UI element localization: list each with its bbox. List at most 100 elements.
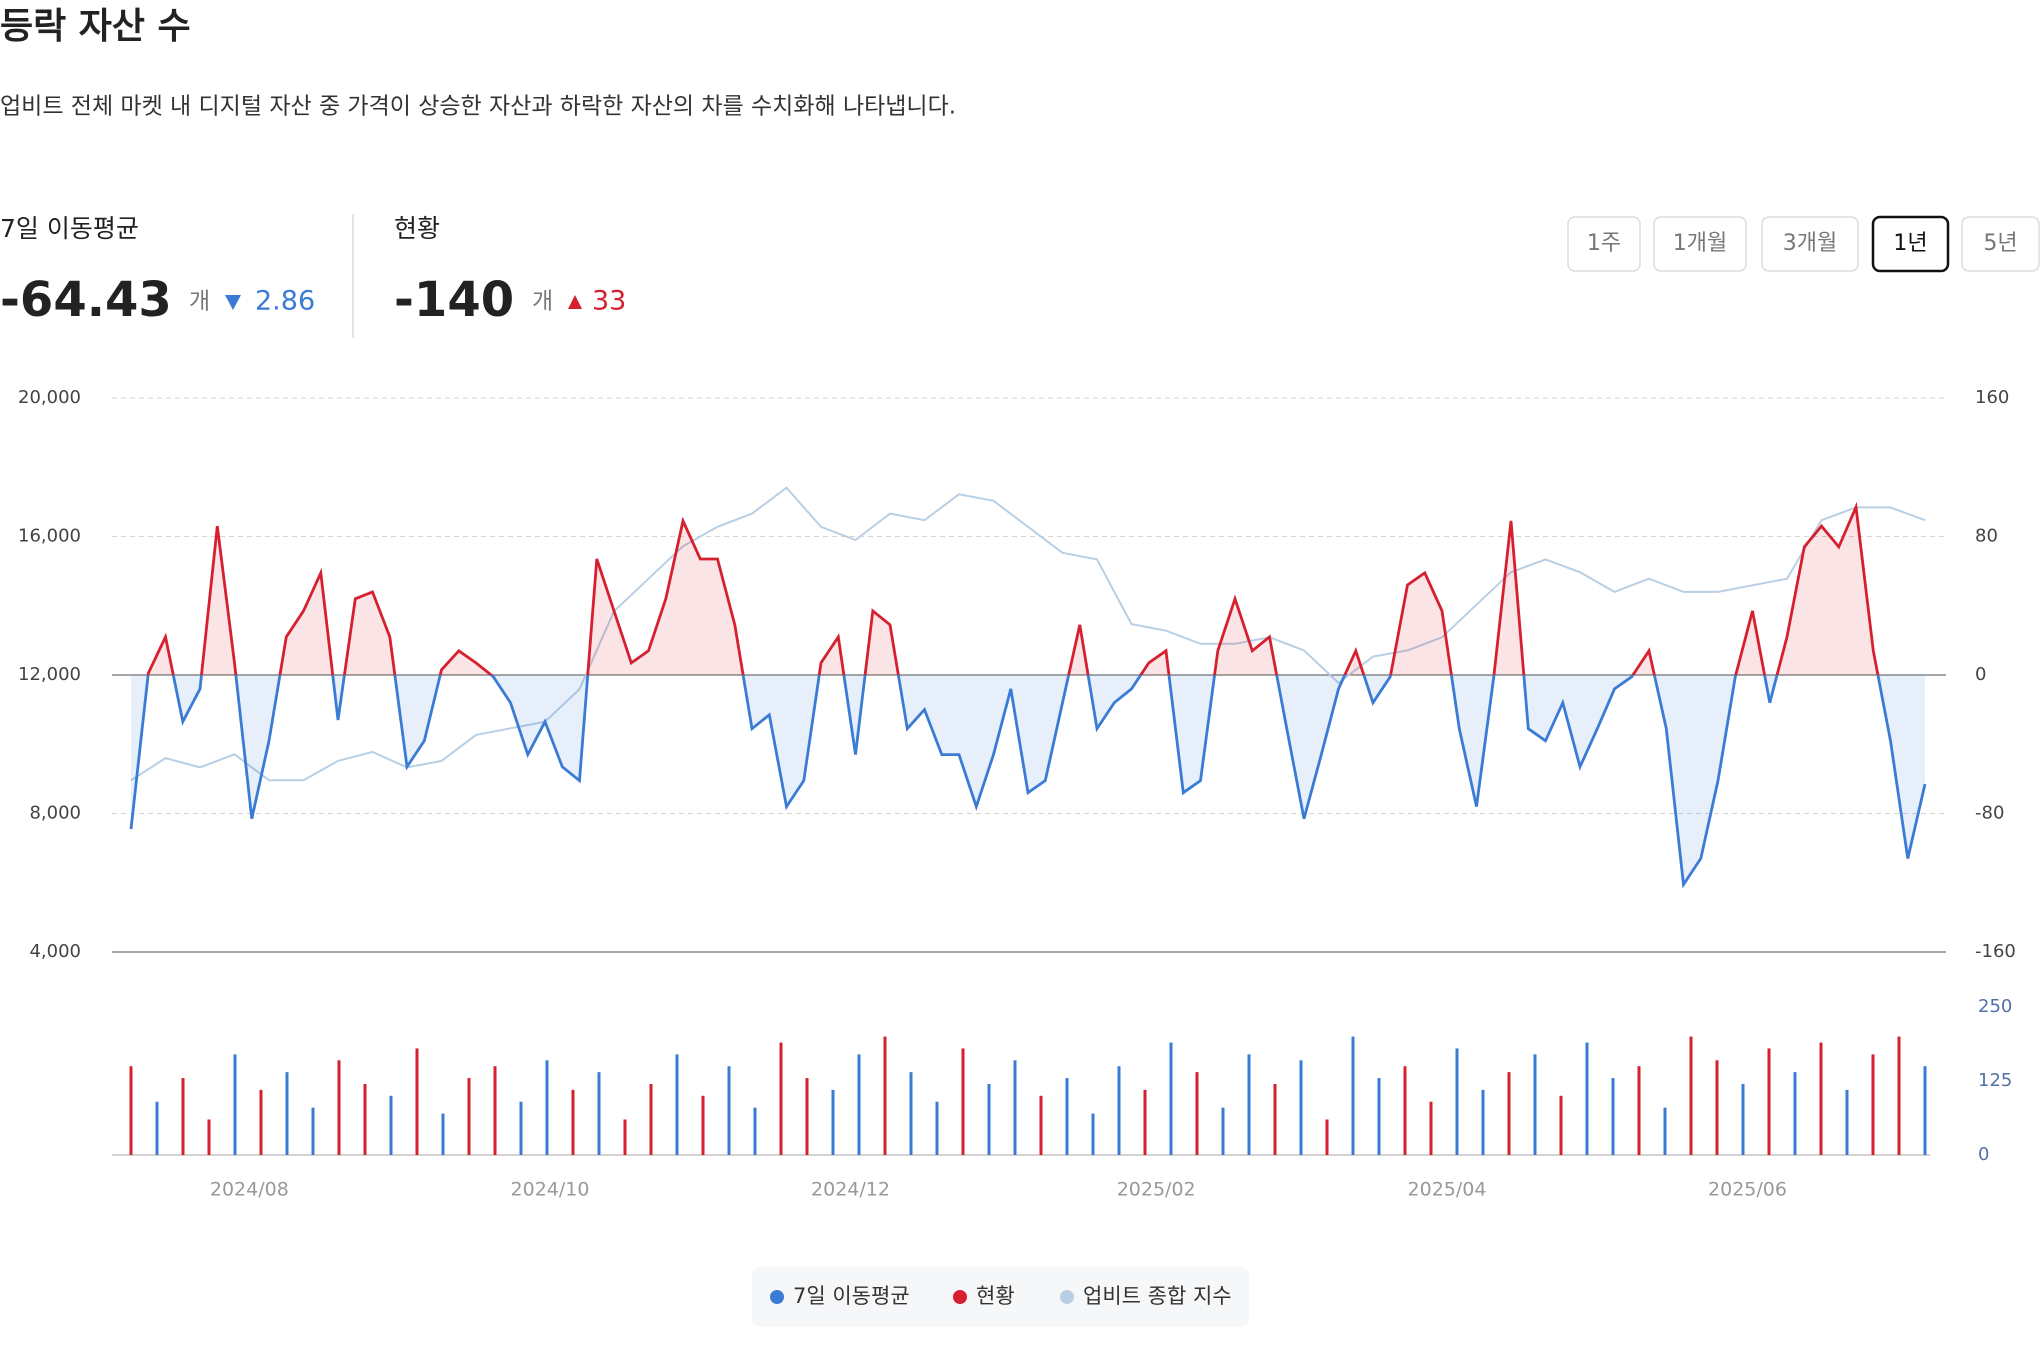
bar	[753, 1107, 757, 1155]
ma-line-down	[129, 675, 1927, 889]
stat-label: 현황	[394, 214, 440, 243]
bar	[467, 1078, 471, 1155]
y-tick-label: 4,000	[29, 941, 81, 962]
bar	[1741, 1083, 1745, 1155]
stat-value: -140	[394, 272, 514, 328]
y2-tick-label: 160	[1975, 387, 2009, 408]
stat-value: -64.43	[0, 272, 172, 328]
legend-label: 현황	[976, 1284, 1015, 1308]
bar	[1793, 1072, 1797, 1155]
bar	[597, 1072, 601, 1155]
bar	[1585, 1042, 1589, 1155]
bar	[207, 1119, 211, 1155]
title: 등락 자산 수	[0, 6, 191, 47]
bar	[909, 1072, 913, 1155]
bar	[1117, 1066, 1121, 1155]
bar	[1455, 1048, 1459, 1155]
y-tick-label: 8,000	[29, 803, 81, 824]
bar	[1533, 1054, 1537, 1155]
bar	[155, 1101, 159, 1155]
bar	[259, 1089, 263, 1155]
change-arrow	[225, 295, 241, 310]
stat-label: 7일 이동평균	[0, 214, 139, 243]
y-tick-label: 20,000	[18, 387, 81, 408]
x-tick-label: 2025/06	[1708, 1179, 1787, 1201]
bar	[493, 1066, 497, 1155]
bar	[1273, 1083, 1277, 1155]
bar	[571, 1089, 575, 1155]
bar	[883, 1036, 887, 1155]
x-tick-label: 2024/12	[811, 1179, 890, 1201]
bar	[1325, 1119, 1329, 1155]
bar	[779, 1042, 783, 1155]
bar	[1611, 1078, 1615, 1155]
period-button[interactable]	[1761, 216, 1859, 272]
bar	[1091, 1113, 1095, 1155]
legend-box	[752, 1267, 1249, 1327]
period-label[interactable]: 3개월	[1783, 231, 1837, 256]
bar	[701, 1095, 705, 1155]
bar	[233, 1054, 237, 1155]
y2-tick-label: -160	[1975, 941, 2016, 962]
bar	[1195, 1072, 1199, 1155]
bar	[285, 1072, 289, 1155]
bar	[1351, 1036, 1355, 1155]
y-tick-label: 16,000	[18, 526, 81, 547]
period-label[interactable]: 1개월	[1673, 231, 1727, 256]
bar	[961, 1048, 965, 1155]
stat-unit: 개	[532, 289, 553, 315]
bar	[1403, 1066, 1407, 1155]
bar	[1845, 1089, 1849, 1155]
period-label[interactable]: 1주	[1587, 231, 1621, 256]
bar	[363, 1083, 367, 1155]
period-label[interactable]: 1년	[1893, 231, 1927, 256]
bar	[389, 1095, 393, 1155]
x-tick-label: 2025/04	[1408, 1179, 1487, 1201]
bar	[1377, 1078, 1381, 1155]
bar	[1143, 1089, 1147, 1155]
bar	[1169, 1042, 1173, 1155]
x-tick-label: 2024/08	[210, 1179, 289, 1201]
legend-label: 업비트 종합 지수	[1083, 1284, 1232, 1308]
stat-change: 33	[592, 286, 626, 317]
legend-dot	[953, 1290, 967, 1304]
period-button[interactable]	[1653, 216, 1747, 272]
bar	[519, 1101, 523, 1155]
bar	[1481, 1089, 1485, 1155]
bar	[623, 1119, 627, 1155]
bar	[1507, 1072, 1511, 1155]
period-button[interactable]	[1567, 216, 1641, 272]
index-line	[130, 486, 1926, 782]
bar	[1663, 1107, 1667, 1155]
y3-tick-label: 0	[1978, 1144, 1989, 1165]
bar	[649, 1083, 653, 1155]
bar	[1637, 1066, 1641, 1155]
bar	[415, 1048, 419, 1155]
bar	[1767, 1048, 1771, 1155]
bar	[935, 1101, 939, 1155]
period-label[interactable]: 5년	[1983, 231, 2017, 256]
x-tick-label: 2024/10	[511, 1179, 590, 1201]
stat-unit: 개	[189, 289, 210, 315]
y2-tick-label: 0	[1975, 664, 1986, 685]
bar	[1819, 1042, 1823, 1155]
period-button[interactable]	[1871, 215, 1950, 273]
bar	[545, 1060, 549, 1155]
bar	[1247, 1054, 1251, 1155]
bar	[857, 1054, 861, 1155]
bar	[337, 1060, 341, 1155]
period-button[interactable]	[1961, 216, 2040, 272]
bar	[1871, 1054, 1875, 1155]
bar	[441, 1113, 445, 1155]
bar	[1689, 1036, 1693, 1155]
bar	[1429, 1101, 1433, 1155]
bar	[1221, 1107, 1225, 1155]
bar	[1299, 1060, 1303, 1155]
bar	[1897, 1036, 1901, 1155]
bar	[1039, 1095, 1043, 1155]
bar	[1559, 1095, 1563, 1155]
bar	[181, 1078, 185, 1155]
area-up	[131, 507, 1925, 675]
